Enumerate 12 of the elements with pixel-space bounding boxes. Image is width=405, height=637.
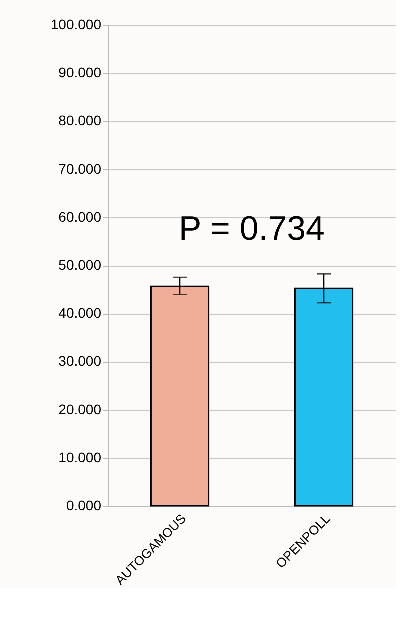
y-tick-label: 70.000 <box>58 160 102 177</box>
y-tick-label: 60.000 <box>58 208 102 225</box>
annotation: P = 0.734 <box>179 210 325 248</box>
y-tick-label: 40.000 <box>58 305 102 322</box>
y-tick-label: 100.000 <box>50 16 102 32</box>
y-tick-label: 50.000 <box>58 257 102 273</box>
y-tick-label: 90.000 <box>58 64 102 81</box>
y-tick-label: 0.000 <box>66 498 102 514</box>
y-tick-label: 30.000 <box>58 353 102 370</box>
y-tick-label: 20.000 <box>58 401 102 418</box>
y-tick-label: 80.000 <box>58 112 102 129</box>
y-tick-label: 10.000 <box>58 449 102 466</box>
